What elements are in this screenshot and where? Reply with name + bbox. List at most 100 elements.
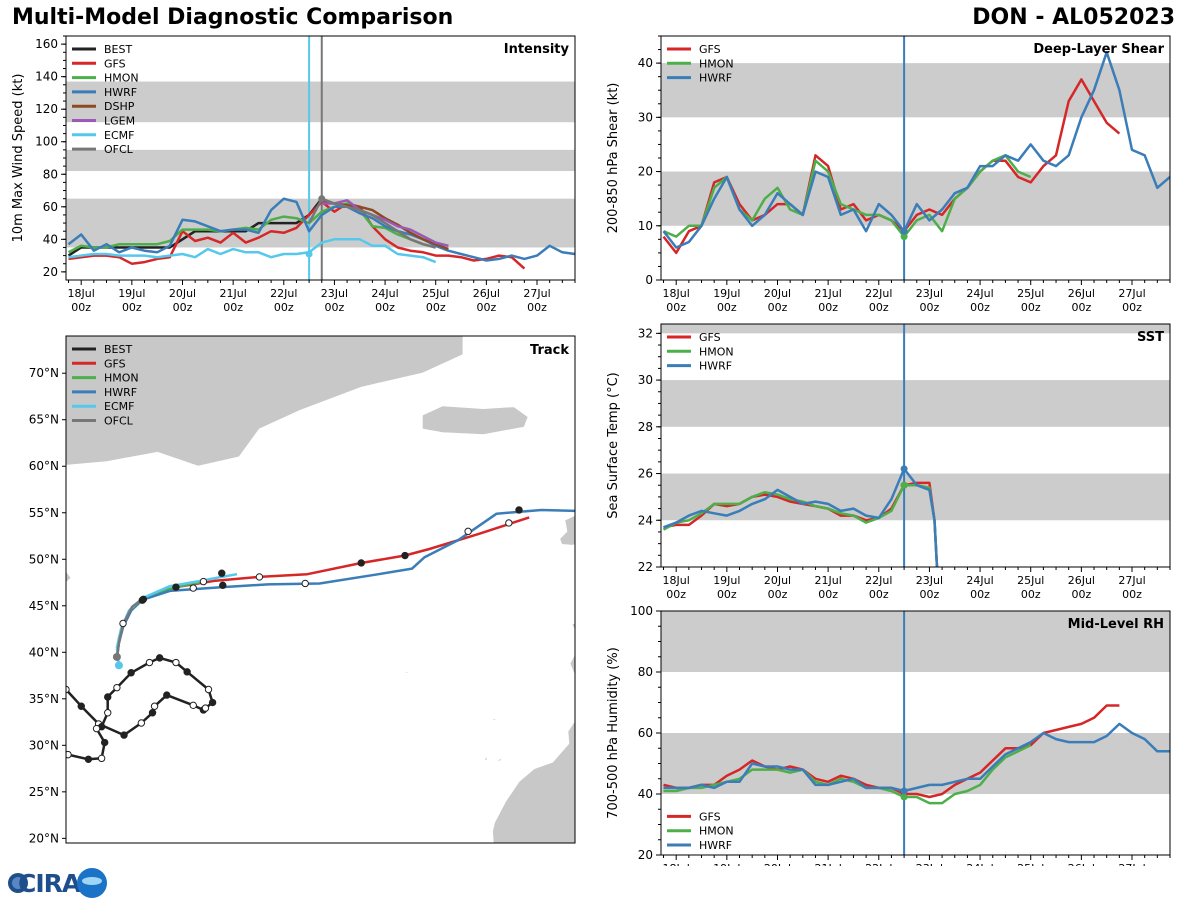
best-track-point: [148, 709, 157, 717]
legend-label-gfs: GFS: [104, 357, 126, 370]
intensity-ylabel: 10m Max Wind Speed (kt): [11, 74, 26, 243]
sst-xtick-label: 00z: [818, 588, 838, 601]
best-track-point: [113, 683, 121, 692]
sst-xtick-label: 24Jul: [966, 574, 993, 587]
best-track-point: [155, 654, 164, 662]
legend-label-best: BEST: [104, 43, 132, 56]
shear-xtick-label: 21Jul: [814, 287, 841, 300]
rh-xtick-label: 18Jul: [663, 862, 690, 866]
intensity-xtick-label: 00z: [527, 301, 547, 314]
track-ytick-label: 35°N: [29, 692, 59, 706]
intensity-series-ecmf: [68, 238, 437, 264]
shear-xtick-label: 00z: [666, 301, 686, 314]
legend-label-hwrf: HWRF: [699, 72, 732, 85]
forecast-point: [189, 584, 197, 592]
sst-xtick-label: 00z: [768, 588, 788, 601]
legend-label-hwrf: HWRF: [699, 360, 732, 373]
sst-xtick-label: 25Jul: [1017, 574, 1044, 587]
shear-xtick-label: 20Jul: [764, 287, 791, 300]
track-title: Track: [530, 343, 569, 358]
rh-ytick-label: 100: [630, 604, 653, 618]
forecast-point: [464, 527, 472, 536]
track-ytick-label: 60°N: [29, 459, 59, 473]
intensity-xtick-label: 00z: [122, 301, 142, 314]
sst-xtick-label: 00z: [1122, 588, 1142, 601]
best-track-point: [127, 669, 135, 677]
sst-ytick-label: 32: [638, 326, 653, 340]
shear-ylabel: 200-850 hPa Shear (kt): [606, 83, 621, 234]
figure-title: Multi-Model Diagnostic Comparison: [12, 5, 454, 30]
best-track-point: [104, 693, 112, 701]
legend-label-hwrf: HWRF: [104, 86, 137, 99]
sst-plot-area: [661, 324, 1170, 567]
land-tenerife: [495, 757, 503, 763]
intensity-band: [66, 198, 575, 248]
rh-xtick-label: 23Jul: [916, 862, 943, 866]
legend-label-lgem: LGEM: [104, 115, 135, 128]
globe-inner-icon: [12, 877, 24, 889]
track-panel: 20°N 25°N 30°N 35°N 40°N 45°N 50°N 55°N 60°N 65°N…: [0, 335, 576, 845]
intensity-xtick-label: 00z: [71, 301, 91, 314]
track-ytick-label: 40°N: [29, 645, 59, 659]
forecast-point: [401, 551, 409, 560]
intensity-plot-area: [66, 36, 575, 280]
cira-logo-text: CIRA: [18, 869, 82, 898]
sst-xtick-label: 21Jul: [814, 574, 841, 587]
best-track-point: [104, 709, 112, 717]
shear-ytick-label: 10: [638, 219, 653, 233]
shear-xtick-label: 00z: [768, 301, 788, 314]
shear-series-hwrf: [662, 51, 1170, 249]
intensity-xtick-label: 26Jul: [473, 287, 500, 300]
land-iceland: [421, 405, 529, 436]
forecast-point: [138, 596, 147, 604]
shear-xtick-label: 24Jul: [966, 287, 993, 300]
sst-xtick-label: 20Jul: [764, 574, 791, 587]
sst-title: SST: [1137, 330, 1164, 345]
forecast-point: [172, 583, 180, 591]
intensity-xtick-label: 20Jul: [169, 287, 196, 300]
legend-label-ofcl: OFCL: [104, 143, 134, 156]
intensity-xtick-label: 27Jul: [523, 287, 550, 300]
sst-xtick-label: 23Jul: [916, 574, 943, 587]
intensity-ytick-label: 140: [35, 70, 58, 84]
intensity-ytick-label: 60: [43, 200, 58, 214]
intensity-ytick-label: 20: [43, 265, 58, 279]
sst-ylabel: Sea Surface Temp (°C): [606, 372, 621, 519]
intensity-series-ofcl: [307, 197, 437, 249]
intensity-title: Intensity: [504, 42, 570, 57]
best-track-point: [0, 700, 6, 706]
intensity-xtick-label: 00z: [325, 301, 345, 314]
intensity-xtick-label: 19Jul: [118, 287, 145, 300]
best-track-point: [66, 685, 70, 694]
track-ytick-label: 65°N: [29, 413, 59, 427]
sst-xtick-label: 00z: [666, 588, 686, 601]
rh-ytick-label: 20: [638, 848, 653, 862]
track-ytick-label: 20°N: [29, 831, 59, 845]
legend-label-dshp: DSHP: [104, 100, 135, 113]
sst-panel: 22242628303218Jul00z19Jul00z20Jul00z21Ju…: [606, 323, 1171, 601]
sst-xtick-label: 26Jul: [1068, 574, 1095, 587]
best-track-point: [84, 755, 93, 763]
best-track-point: [163, 691, 171, 699]
shear-xtick-label: 25Jul: [1017, 287, 1044, 300]
legend-label-gfs: GFS: [104, 57, 126, 70]
land-canary-islands: [483, 755, 489, 762]
sst-marker-hwrf: [900, 465, 908, 473]
shear-plot-area: [661, 36, 1170, 280]
legend-label-hwrf: HWRF: [104, 386, 137, 399]
intensity-xtick-label: 00z: [426, 301, 446, 314]
forecast-point: [199, 577, 208, 586]
best-track-point: [172, 658, 180, 667]
forecast-point: [218, 569, 226, 577]
cloud-swirl-icon: [82, 877, 102, 885]
land-greenland: [66, 336, 464, 467]
intensity-xtick-label: 25Jul: [422, 287, 449, 300]
legend-label-hmon: HMON: [699, 345, 734, 358]
rh-xtick-label: 24Jul: [966, 862, 993, 866]
shear-xtick-label: 23Jul: [916, 287, 943, 300]
track-ytick-label: 50°N: [29, 552, 59, 566]
rh-series-hwrf: [663, 722, 1170, 793]
